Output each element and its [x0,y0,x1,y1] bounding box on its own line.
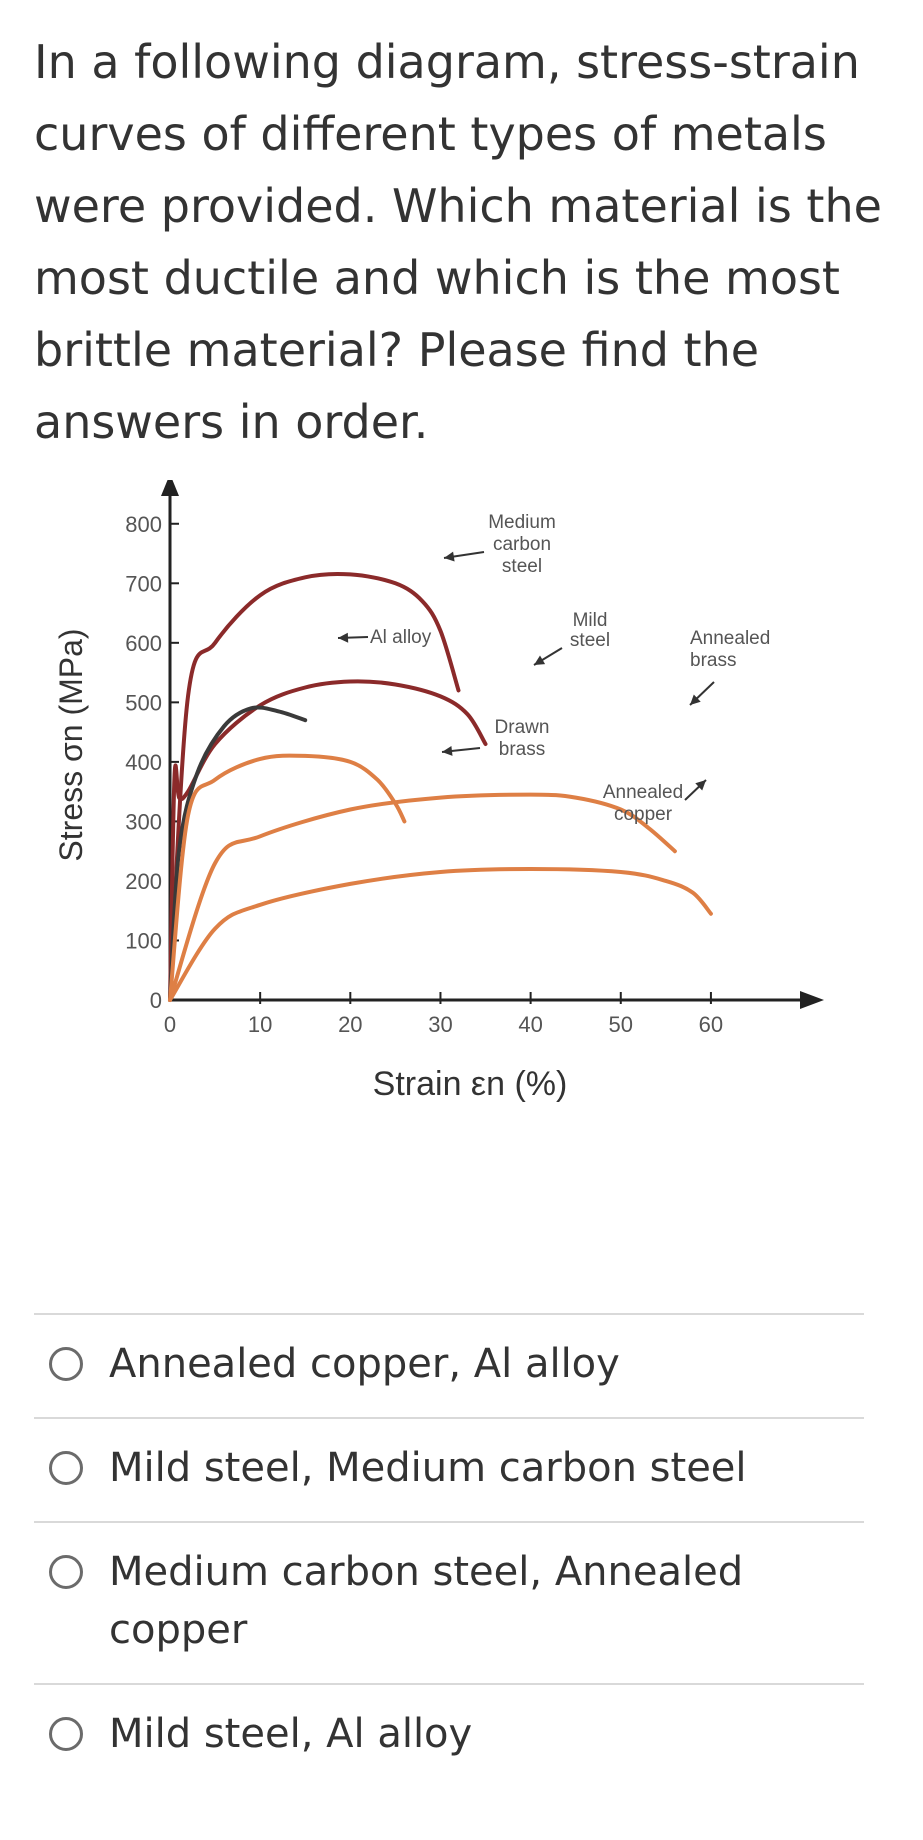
series-al-alloy-line [170,707,305,1000]
series-drawn-brass-label: brass [499,739,545,760]
option-4-label: Mild steel, Al alloy [109,1705,829,1763]
option-1-label: Annealed copper, Al alloy [109,1335,829,1393]
series-medium-carbon-steel-label: carbon [493,534,551,555]
series-annealed-brass-line [170,795,675,1000]
option-3-label: Medium carbon steel, Annealed copper [109,1543,829,1659]
series-medium-carbon-steel-arrowhead [444,552,455,562]
y-tick-label: 100 [125,928,162,953]
series-annealed-brass-label: Annealed [690,628,770,649]
x-axis-title: Strain εn (%) [373,1065,568,1103]
option-1[interactable]: Annealed copper, Al alloy [34,1315,864,1417]
series-al-alloy-label: Al alloy [370,627,432,648]
option-2[interactable]: Mild steel, Medium carbon steel [34,1419,864,1521]
series-medium-carbon-steel-label: steel [502,556,542,577]
option-1-radio[interactable] [49,1347,83,1381]
x-axis-arrow [800,991,824,1009]
series-mild-steel-line [170,681,486,1000]
option-2-label: Mild steel, Medium carbon steel [109,1439,829,1497]
series-mild-steel-label: Mild [573,610,608,631]
option-2-radio[interactable] [49,1451,83,1485]
series-annealed-copper-label: Annealed [603,782,683,803]
series-annealed-copper-line [170,869,711,1000]
y-tick-label: 600 [125,631,162,656]
y-tick-label: 300 [125,809,162,834]
y-tick-label: 200 [125,869,162,894]
y-axis-title: Stress σn (MPa) [53,628,89,861]
series-drawn-brass-line [170,756,404,1000]
x-tick-label: 60 [699,1012,723,1037]
y-axis-arrow [161,480,179,496]
series-annealed-copper-label: copper [614,804,673,825]
y-tick-label: 0 [150,988,162,1013]
option-4[interactable]: Mild steel, Al alloy [34,1685,864,1787]
chart-svg: 0 10 20 30 40 50 600100200300400500600700800St… [0,480,923,1140]
x-tick-label: 0 [164,1012,176,1037]
series-medium-carbon-steel-label: Medium [488,512,556,533]
x-tick-label: 30 [428,1012,452,1037]
series-al-alloy-arrowhead [338,633,348,643]
series-mild-steel-label: steel [570,630,610,651]
x-tick-label: 20 [338,1012,362,1037]
x-tick-label: 40 [518,1012,542,1037]
x-tick-label: 10 [248,1012,272,1037]
y-tick-label: 700 [125,571,162,596]
stress-strain-chart: 0 10 20 30 40 50 60 0 100 200 300 400 500 600 700 800 St… [0,480,923,1140]
option-3[interactable]: Medium carbon steel, Annealed copper [34,1523,864,1683]
series-annealed-brass-label: brass [690,650,736,671]
y-tick-label: 400 [125,750,162,775]
y-tick-label: 500 [125,690,162,715]
question-text: In a following diagram, stress-strain cu… [34,26,894,458]
series-drawn-brass-label: Drawn [495,717,550,738]
option-4-radio[interactable] [49,1717,83,1751]
x-tick-label: 50 [609,1012,633,1037]
option-3-radio[interactable] [49,1555,83,1589]
answer-options: Annealed copper, Al alloy Mild steel, Me… [34,1313,864,1787]
y-tick-label: 800 [125,512,162,537]
